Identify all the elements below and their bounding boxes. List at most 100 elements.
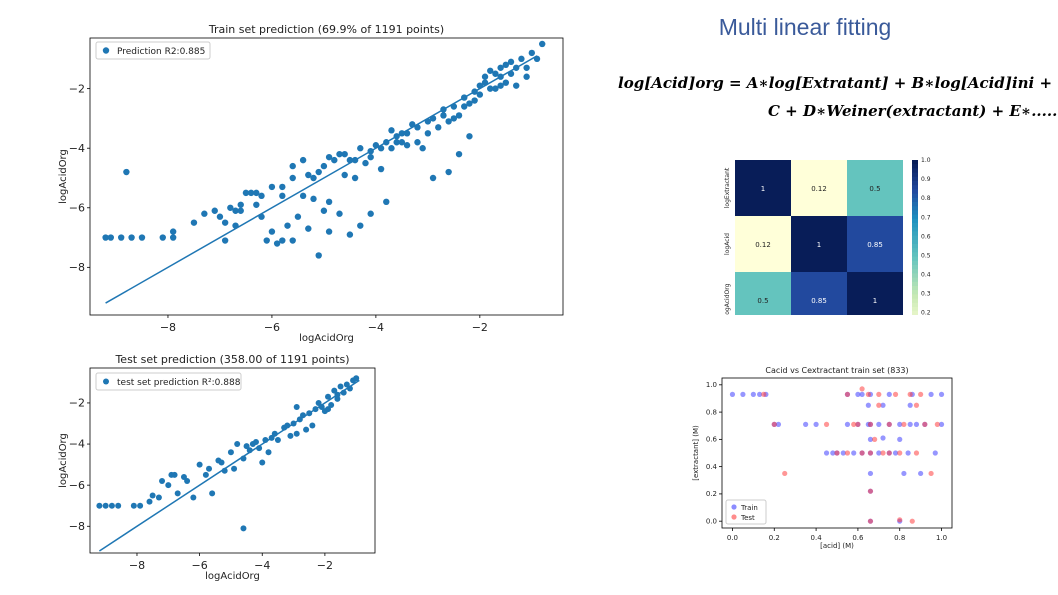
train-point bbox=[901, 470, 907, 477]
data-point bbox=[263, 237, 270, 244]
data-point bbox=[377, 165, 385, 173]
colorbar-segment bbox=[912, 294, 918, 300]
data-point bbox=[243, 443, 250, 450]
data-point bbox=[398, 130, 406, 137]
data-point bbox=[528, 49, 536, 57]
equation-line-1: log[Acid]org = A∗log[Extratant] + B∗log[… bbox=[618, 74, 1053, 92]
colorbar-tick-label: 0.5 bbox=[921, 252, 931, 259]
x-tick-label: −2 bbox=[472, 321, 488, 334]
data-point bbox=[357, 222, 364, 229]
train-point bbox=[729, 391, 736, 397]
data-point bbox=[424, 130, 432, 137]
colorbar-segment bbox=[912, 290, 918, 295]
data-point bbox=[294, 213, 302, 220]
train-point bbox=[855, 391, 861, 397]
train-point bbox=[740, 391, 746, 397]
data-point bbox=[305, 171, 312, 179]
test-point bbox=[880, 450, 886, 456]
data-point bbox=[279, 183, 286, 191]
colorbar-segment bbox=[912, 160, 918, 165]
data-point bbox=[377, 145, 385, 152]
y-tick-label: −4 bbox=[69, 142, 85, 155]
colorbar-tick-label: 0.8 bbox=[921, 195, 931, 202]
train-point bbox=[897, 421, 903, 427]
data-point bbox=[334, 391, 341, 398]
test-point bbox=[897, 450, 903, 456]
correlation-heatmap: 1 0.12 0.5 0.12 1 0.85 0.5 0.85 1 logExtractant lo… bbox=[724, 157, 931, 315]
heatmap-cell-label: 1 bbox=[817, 241, 821, 249]
legend-label: Prediction R2:0.885 bbox=[117, 47, 205, 57]
data-point bbox=[346, 231, 354, 238]
test-point bbox=[934, 421, 940, 427]
data-point bbox=[331, 387, 338, 394]
data-point bbox=[237, 201, 244, 208]
data-point bbox=[256, 445, 263, 452]
colorbar-segment bbox=[912, 281, 918, 287]
test-point bbox=[771, 421, 777, 427]
data-point bbox=[533, 55, 541, 63]
data-point bbox=[414, 139, 421, 146]
heatmap-cell-label: 1 bbox=[761, 185, 765, 193]
data-point bbox=[409, 121, 416, 128]
data-point bbox=[331, 156, 338, 164]
data-point bbox=[487, 85, 494, 92]
data-point bbox=[209, 490, 216, 497]
y-tick-label: −6 bbox=[69, 479, 85, 492]
data-point bbox=[481, 79, 489, 86]
train-point bbox=[907, 402, 913, 408]
data-point bbox=[201, 210, 208, 217]
data-point bbox=[268, 183, 276, 191]
data-point bbox=[169, 228, 177, 235]
colorbar-segment bbox=[912, 307, 918, 312]
data-point bbox=[174, 490, 181, 497]
data-point bbox=[325, 406, 332, 413]
train-point bbox=[913, 421, 920, 427]
data-point bbox=[221, 467, 228, 474]
data-point bbox=[137, 502, 144, 509]
train-point bbox=[897, 436, 903, 442]
data-point bbox=[455, 112, 463, 119]
data-point bbox=[497, 82, 504, 89]
test-point bbox=[909, 518, 915, 524]
data-point bbox=[284, 422, 291, 429]
data-point bbox=[305, 225, 312, 232]
data-point bbox=[393, 133, 400, 140]
data-point bbox=[362, 159, 369, 167]
test-point bbox=[901, 421, 907, 427]
colorbar-segment bbox=[912, 202, 918, 207]
data-point bbox=[372, 142, 380, 149]
train-point bbox=[830, 450, 836, 456]
train-point bbox=[775, 421, 782, 427]
colorbar-segment bbox=[912, 189, 918, 195]
data-point bbox=[309, 422, 316, 429]
data-point bbox=[440, 112, 447, 119]
test-point bbox=[855, 421, 861, 427]
colorbar-segment bbox=[912, 252, 918, 258]
test-point bbox=[872, 436, 878, 442]
x-tick-label: 0.4 bbox=[811, 534, 823, 542]
legend-marker bbox=[731, 514, 737, 520]
data-point bbox=[424, 118, 432, 125]
heatmap-cell bbox=[847, 216, 903, 272]
data-point bbox=[429, 174, 437, 182]
data-point bbox=[351, 174, 359, 182]
test-point bbox=[918, 391, 924, 397]
colorbar-tick-label: 0.9 bbox=[921, 176, 931, 183]
colorbar-segment bbox=[912, 210, 918, 216]
x-tick-label: −6 bbox=[192, 559, 208, 572]
train-point bbox=[859, 391, 865, 397]
colorbar-segment bbox=[912, 311, 918, 315]
data-point bbox=[289, 174, 296, 182]
data-point bbox=[171, 471, 178, 478]
colorbar-segment bbox=[912, 172, 918, 178]
data-point bbox=[227, 204, 234, 211]
data-point bbox=[306, 410, 313, 417]
train-point bbox=[813, 421, 819, 427]
data-point bbox=[343, 381, 350, 388]
data-point bbox=[279, 237, 286, 244]
x-tick-label: 0.6 bbox=[852, 534, 864, 542]
data-point bbox=[507, 58, 515, 66]
data-point bbox=[471, 97, 478, 104]
data-point bbox=[450, 103, 458, 110]
heatmap-cell bbox=[735, 272, 791, 315]
